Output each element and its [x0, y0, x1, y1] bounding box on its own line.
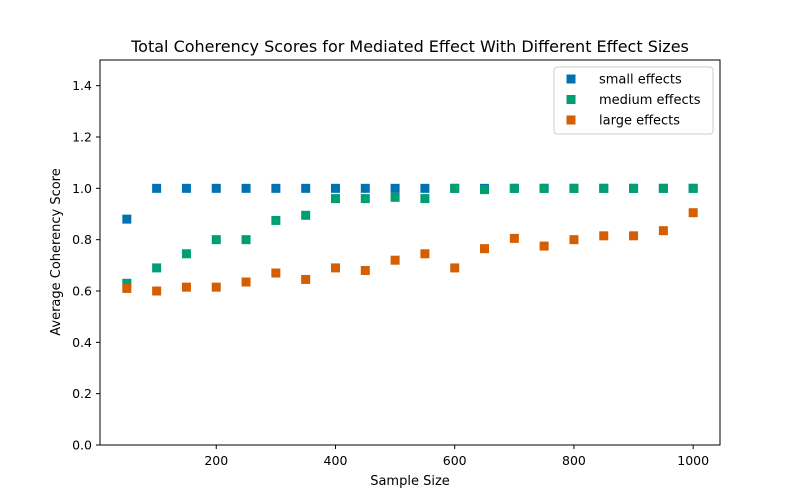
data-point-medium-effects — [301, 210, 311, 220]
y-tick-label: 1.2 — [72, 130, 92, 145]
data-point-large-effects — [480, 244, 490, 254]
data-point-large-effects — [211, 282, 221, 292]
data-point-medium-effects — [181, 249, 191, 259]
data-point-large-effects — [569, 235, 579, 245]
data-point-medium-effects — [658, 183, 668, 193]
y-axis-label: Average Coherency Score — [49, 168, 64, 335]
data-point-medium-effects — [211, 235, 221, 245]
legend-marker — [566, 74, 576, 84]
data-point-large-effects — [390, 255, 400, 265]
legend-marker — [566, 95, 576, 104]
data-point-large-effects — [539, 241, 549, 251]
y-axis: 0.0 0.2 0.4 0.6 0.8 1.0 1.2 1.4 — [72, 78, 100, 453]
data-point-medium-effects — [480, 185, 490, 195]
data-point-large-effects — [450, 263, 460, 273]
data-point-medium-effects — [629, 183, 639, 193]
data-point-medium-effects — [390, 192, 400, 202]
data-point-medium-effects — [271, 215, 281, 225]
data-point-small-effects — [181, 183, 191, 193]
y-tick-label: 0.2 — [72, 386, 92, 401]
data-point-medium-effects — [688, 183, 698, 193]
data-point-medium-effects — [509, 183, 519, 193]
y-tick-label: 0.4 — [72, 335, 92, 350]
data-point-small-effects — [360, 183, 370, 193]
data-points — [122, 183, 698, 296]
x-tick-label: 800 — [562, 453, 586, 468]
data-point-small-effects — [271, 183, 281, 193]
data-point-medium-effects — [539, 183, 549, 193]
data-point-large-effects — [599, 231, 609, 241]
data-point-large-effects — [420, 249, 430, 259]
legend-label: large effects — [599, 114, 680, 129]
y-tick-label: 0.6 — [72, 284, 92, 299]
data-point-large-effects — [271, 268, 281, 278]
data-point-small-effects — [330, 183, 340, 193]
data-point-large-effects — [629, 231, 639, 241]
data-point-large-effects — [301, 274, 311, 284]
data-point-medium-effects — [152, 263, 162, 273]
data-point-small-effects — [122, 214, 132, 224]
legend-box — [553, 66, 714, 135]
data-point-large-effects — [181, 282, 191, 292]
data-point-medium-effects — [122, 278, 132, 288]
chart-title: Total Coherency Scores for Mediated Effe… — [130, 37, 689, 56]
data-point-small-effects — [301, 183, 311, 193]
y-tick-label: 1.0 — [72, 181, 92, 196]
data-point-large-effects — [152, 286, 162, 296]
data-point-medium-effects — [450, 183, 460, 193]
data-point-medium-effects — [330, 194, 340, 204]
data-point-small-effects — [241, 183, 251, 193]
legend-marker — [566, 115, 576, 125]
y-tick-label: 0.0 — [72, 438, 92, 453]
data-point-large-effects — [658, 226, 668, 236]
data-point-small-effects — [420, 183, 430, 193]
data-point-medium-effects — [241, 235, 251, 245]
plot-frame — [99, 59, 721, 446]
legend-label: small effects — [599, 73, 682, 88]
data-point-large-effects — [241, 277, 251, 287]
data-point-medium-effects — [420, 194, 430, 204]
x-tick-label: 600 — [443, 453, 467, 468]
data-point-small-effects — [211, 183, 221, 193]
data-point-small-effects — [152, 183, 162, 193]
legend: small effects medium effects large effects — [553, 66, 714, 135]
data-point-medium-effects — [569, 183, 579, 193]
data-point-medium-effects — [599, 183, 609, 193]
x-tick-label: 1000 — [677, 453, 709, 468]
data-point-medium-effects — [360, 194, 370, 204]
data-point-large-effects — [688, 208, 698, 218]
x-tick-label: 200 — [204, 453, 228, 468]
legend-label: medium effects — [599, 93, 701, 108]
x-axis-label: Sample Size — [370, 474, 450, 489]
x-axis: 200 400 600 800 1000 — [204, 445, 709, 468]
data-point-large-effects — [360, 265, 370, 275]
y-tick-label: 0.8 — [72, 232, 92, 247]
y-tick-label: 1.4 — [72, 78, 92, 93]
data-point-small-effects — [390, 183, 400, 193]
data-point-large-effects — [330, 263, 340, 273]
x-tick-label: 400 — [324, 453, 348, 468]
data-point-large-effects — [122, 283, 132, 293]
plot-area — [99, 59, 721, 446]
data-point-large-effects — [509, 233, 519, 243]
